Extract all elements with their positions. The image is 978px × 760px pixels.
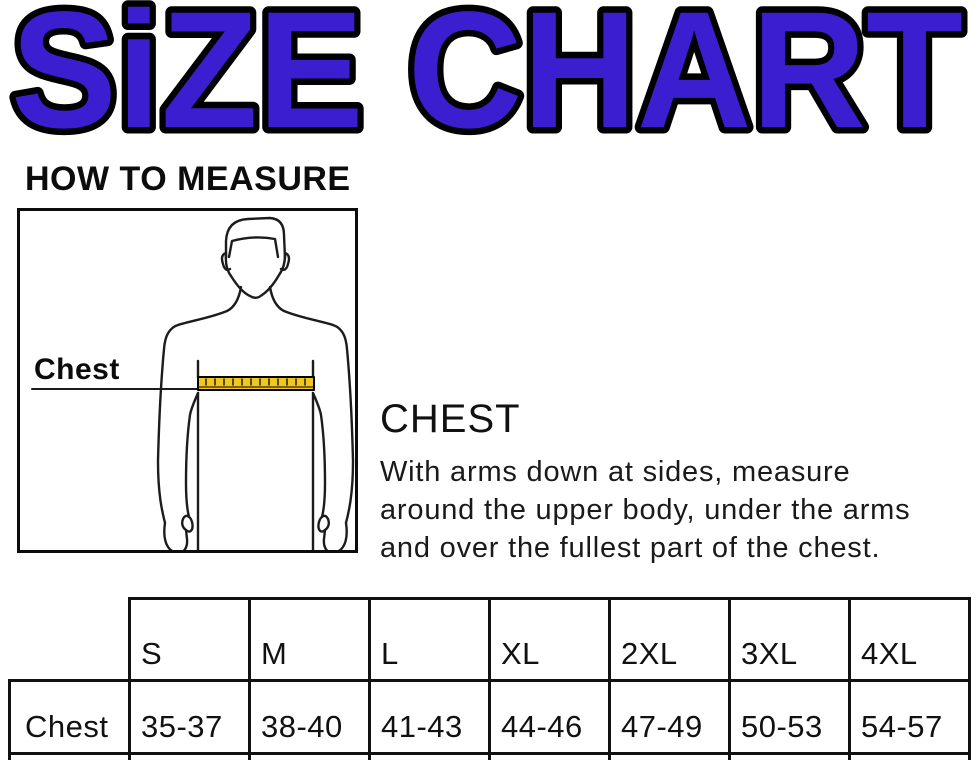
- left-armpit-inner-arm: [184, 391, 200, 519]
- size-col-header-4xl: 4XL: [848, 597, 971, 682]
- stub-cell: [488, 752, 611, 760]
- left-shoulder-arm: [156, 285, 243, 525]
- size-col-header-s: S: [128, 597, 251, 682]
- stub-cell: [368, 752, 491, 760]
- stub-cell: [608, 752, 731, 760]
- chest-measurements-row: Chest 35-37 38-40 41-43 44-46 47-49 50-5…: [8, 679, 971, 755]
- chest-value-2xl: 47-49: [608, 679, 731, 755]
- stub-cell: [8, 752, 131, 760]
- right-hand: [317, 514, 348, 550]
- diagram-chest-label: Chest: [34, 353, 120, 386]
- left-hand: [163, 514, 194, 550]
- chest-value-s: 35-37: [128, 679, 251, 755]
- chest-section-heading: CHEST: [380, 397, 521, 441]
- clipped-stub-row: [8, 752, 971, 760]
- instruction-line: and over the fullest part of the chest.: [380, 532, 881, 564]
- body-outline-figure: [31, 216, 355, 550]
- page-title: SiZE CHART: [11, 0, 963, 155]
- hair-outline: [224, 216, 287, 260]
- chest-value-xl: 44-46: [488, 679, 611, 755]
- ghost-cell: [10, 599, 130, 681]
- chest-value-4xl: 54-57: [848, 679, 971, 755]
- hairline: [227, 236, 280, 259]
- title-banner: SiZE CHART: [5, 0, 970, 155]
- right-ear: [279, 251, 291, 272]
- figure-body: [156, 285, 355, 550]
- size-col-header-m: M: [248, 597, 371, 682]
- how-to-measure-heading: HOW TO MEASURE: [25, 160, 351, 198]
- chest-value-l: 41-43: [368, 679, 491, 755]
- instruction-line: With arms down at sides, measure: [380, 456, 851, 488]
- tape-ticks: [205, 378, 306, 386]
- face-outline: [224, 253, 287, 299]
- right-armpit-inner-arm: [311, 391, 327, 519]
- size-table: S M L XL 2XL 3XL 4XL Chest 35-37 38-40 4…: [8, 597, 971, 760]
- size-header-row: S M L XL 2XL 3XL 4XL: [10, 597, 971, 682]
- chest-value-m: 38-40: [248, 679, 371, 755]
- measure-diagram-box: Chest: [17, 208, 358, 553]
- figure-head: [220, 216, 291, 299]
- stub-cell: [728, 752, 851, 760]
- size-col-header-xl: XL: [488, 597, 611, 682]
- measuring-tape: [197, 376, 315, 391]
- stub-cell: [248, 752, 371, 760]
- right-shoulder-arm: [268, 285, 355, 525]
- chest-instruction-text: With arms down at sides, measure around …: [380, 453, 910, 567]
- row-label-chest: Chest: [8, 679, 131, 755]
- size-col-header-l: L: [368, 597, 491, 682]
- instruction-line: around the upper body, under the arms: [380, 494, 911, 526]
- stub-cell: [128, 752, 251, 760]
- chest-instruction-section: CHEST With arms down at sides, measure a…: [380, 399, 910, 567]
- size-col-header-3xl: 3XL: [728, 597, 851, 682]
- size-col-header-2xl: 2XL: [608, 597, 731, 682]
- chest-value-3xl: 50-53: [728, 679, 851, 755]
- stub-cell: [848, 752, 971, 760]
